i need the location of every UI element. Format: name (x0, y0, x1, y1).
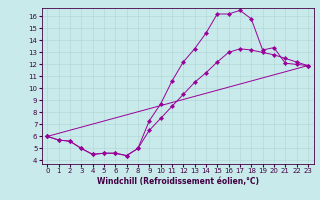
X-axis label: Windchill (Refroidissement éolien,°C): Windchill (Refroidissement éolien,°C) (97, 177, 259, 186)
